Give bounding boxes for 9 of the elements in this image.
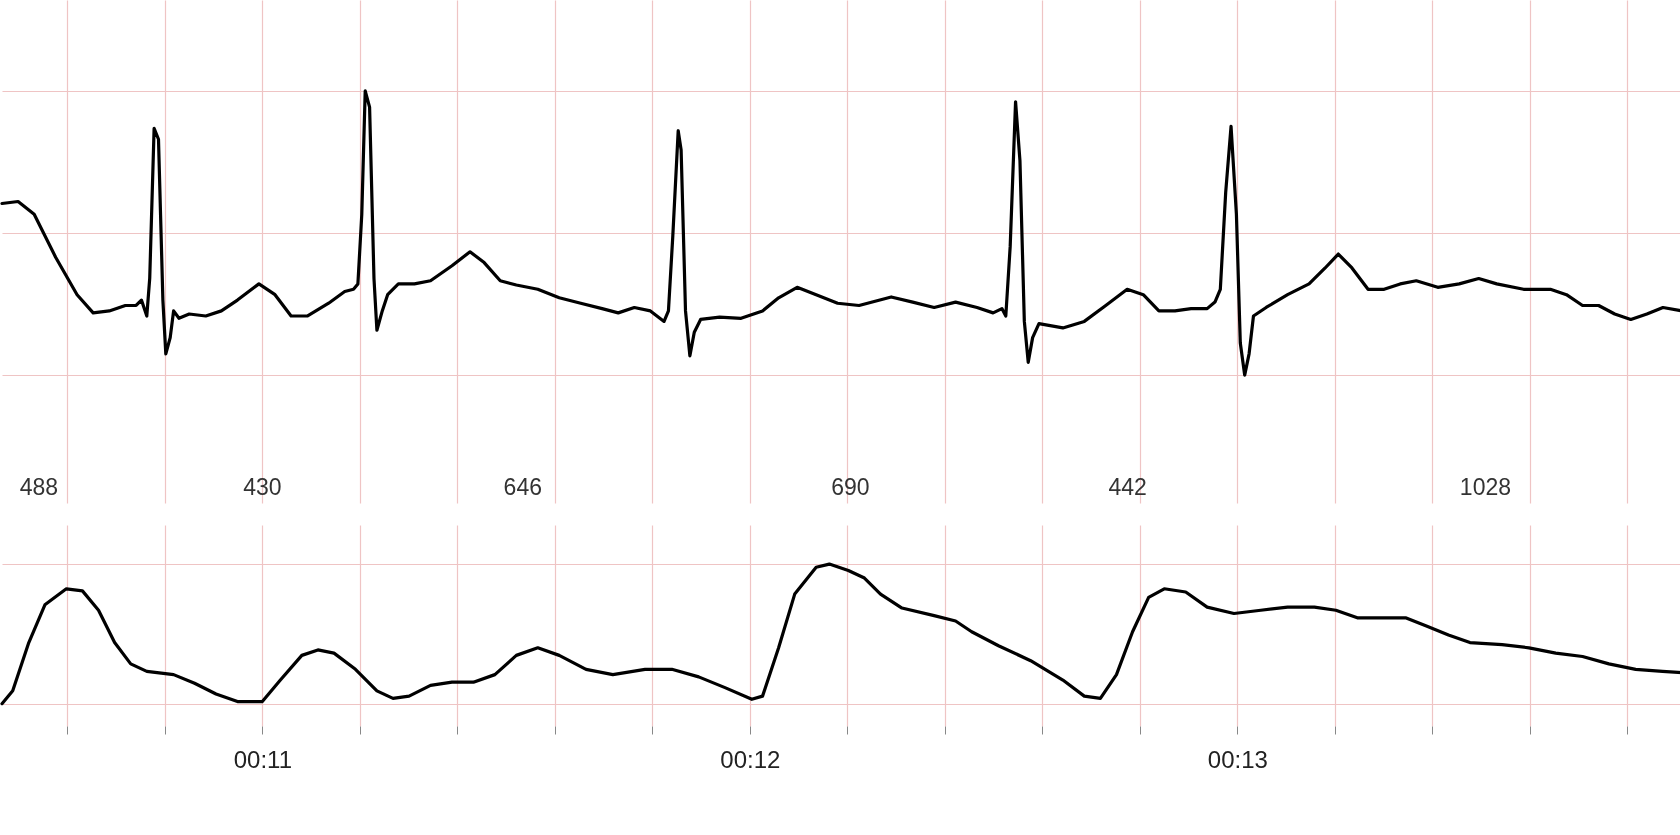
text: 488 — [19, 474, 59, 500]
text: 690 — [831, 474, 870, 500]
text: 1028 — [1459, 474, 1512, 500]
text: 430 — [243, 474, 282, 500]
x-tick-label: 00:13 — [1207, 745, 1268, 773]
text: 442 — [1108, 474, 1147, 500]
x-tick-label: 00:12 — [720, 745, 781, 773]
text: 646 — [503, 474, 542, 500]
x-tick-label: 00:11 — [233, 745, 292, 773]
